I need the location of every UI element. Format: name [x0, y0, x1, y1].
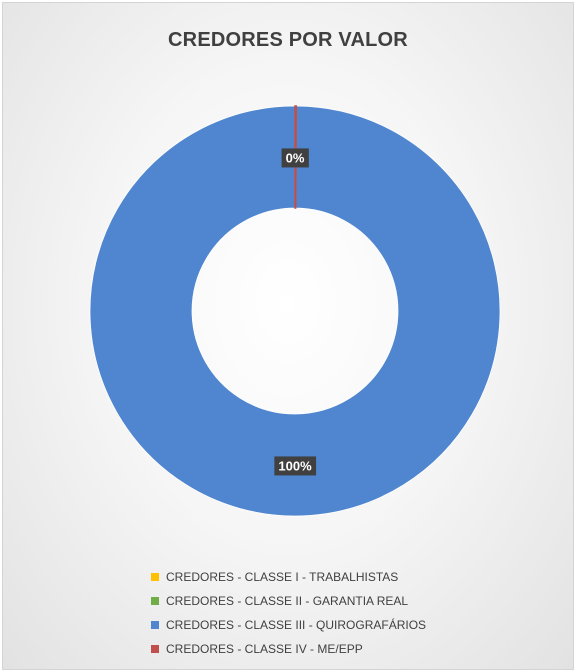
- legend-label-3: CREDORES - CLASSE III - QUIROGRAFÁRIOS: [166, 618, 427, 632]
- legend-swatch-1: [151, 573, 159, 581]
- legend-item-4: CREDORES - CLASSE IV - ME/EPP: [151, 637, 426, 661]
- chart-title: CREDORES POR VALOR: [168, 29, 408, 51]
- legend-label-4: CREDORES - CLASSE IV - ME/EPP: [166, 642, 363, 656]
- legend-item-2: CREDORES - CLASSE II - GARANTIA REAL: [151, 589, 426, 613]
- legend-item-3: CREDORES - CLASSE III - QUIROGRAFÁRIOS: [151, 613, 426, 637]
- legend-swatch-3: [151, 621, 159, 629]
- svg-text:0%: 0%: [286, 150, 305, 165]
- legend-label-1: CREDORES - CLASSE I - TRABALHISTAS: [166, 570, 399, 584]
- svg-text:100%: 100%: [278, 458, 312, 473]
- data-label-3: 100%: [274, 456, 317, 476]
- donut-slice-3: [89, 105, 501, 517]
- legend-swatch-4: [151, 645, 159, 653]
- chart-legend: CREDORES - CLASSE I - TRABALHISTAS CREDOR…: [151, 565, 426, 661]
- data-label-4: 0%: [281, 148, 309, 168]
- donut-chart: 100% 0%: [89, 105, 501, 517]
- legend-label-2: CREDORES - CLASSE II - GARANTIA REAL: [166, 594, 409, 608]
- legend-item-1: CREDORES - CLASSE I - TRABALHISTAS: [151, 565, 426, 589]
- legend-swatch-2: [151, 597, 159, 605]
